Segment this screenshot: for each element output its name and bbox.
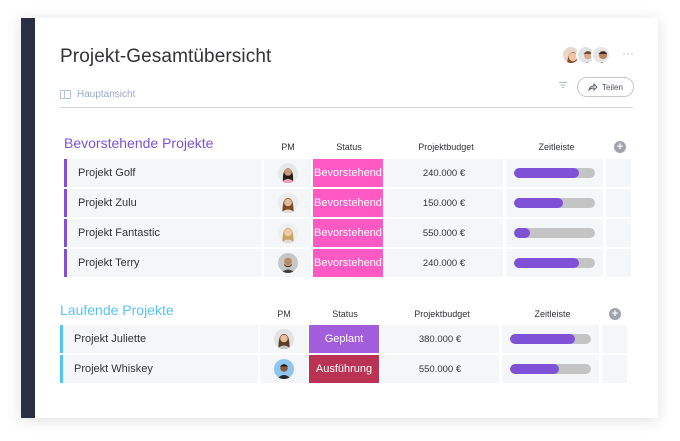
timeline-cell[interactable]: [506, 159, 603, 187]
group-title-running[interactable]: Laufende Projekte: [60, 302, 174, 318]
timeline-fill: [510, 334, 575, 344]
pm-cell[interactable]: [264, 189, 311, 217]
timeline-bar: [514, 168, 595, 178]
col-header-timeline[interactable]: Zeitleiste: [538, 142, 575, 152]
timeline-bar: [514, 228, 595, 238]
add-column-button[interactable]: +: [609, 308, 621, 320]
empty-cell: [606, 219, 631, 247]
col-header-budget[interactable]: Projektbudget: [414, 309, 470, 319]
timeline-fill: [514, 258, 579, 268]
timeline-cell[interactable]: [506, 189, 603, 217]
budget-value[interactable]: 550.000 €: [381, 355, 499, 383]
budget-value[interactable]: 380.000 €: [381, 325, 499, 353]
col-header-timeline[interactable]: Zeitleiste: [534, 309, 571, 319]
share-icon: [588, 83, 598, 91]
row-name[interactable]: Projekt Golf: [64, 159, 262, 187]
member-avatar-3[interactable]: [591, 45, 611, 65]
status-label[interactable]: Bevorstehend: [313, 249, 383, 277]
empty-cell: [602, 355, 627, 383]
row-name[interactable]: Projekt Juliette: [60, 325, 258, 353]
pm-avatar[interactable]: [277, 223, 298, 243]
status-label[interactable]: Bevorstehend: [313, 159, 383, 187]
board-title[interactable]: Projekt-Gesamtübersicht: [60, 46, 272, 67]
filter-icon[interactable]: [559, 82, 567, 88]
budget-value[interactable]: 550.000 €: [385, 219, 503, 247]
col-header-budget[interactable]: Projektbudget: [418, 142, 474, 152]
more-dots-icon[interactable]: ···: [622, 46, 634, 60]
status-label[interactable]: Ausführung: [309, 355, 379, 383]
pm-avatar[interactable]: [277, 253, 298, 273]
row-name[interactable]: Projekt Zulu: [64, 189, 262, 217]
row-name[interactable]: Projekt Fantastic: [64, 219, 262, 247]
budget-value[interactable]: 150.000 €: [385, 189, 503, 217]
row-name[interactable]: Projekt Whiskey: [60, 355, 258, 383]
view-label: Hauptansicht: [77, 89, 136, 100]
timeline-bar: [510, 334, 591, 344]
col-header-pm[interactable]: PM: [277, 309, 291, 319]
empty-cell: [606, 189, 631, 217]
budget-value[interactable]: 240.000 €: [385, 159, 503, 187]
timeline-cell[interactable]: [502, 355, 599, 383]
col-header-pm[interactable]: PM: [281, 142, 295, 152]
member-avatar-2[interactable]: [576, 45, 596, 65]
timeline-fill: [514, 168, 579, 178]
empty-cell: [602, 325, 627, 353]
timeline-cell[interactable]: [506, 249, 603, 277]
status-label[interactable]: Bevorstehend: [313, 219, 383, 247]
pm-avatar[interactable]: [273, 359, 294, 379]
pm-cell[interactable]: [260, 355, 307, 383]
timeline-bar: [514, 258, 595, 268]
col-header-status[interactable]: Status: [332, 309, 358, 319]
pm-avatar[interactable]: [273, 329, 294, 349]
row-name[interactable]: Projekt Terry: [64, 249, 262, 277]
empty-cell: [606, 249, 631, 277]
timeline-bar: [510, 364, 591, 374]
budget-value[interactable]: 240.000 €: [385, 249, 503, 277]
member-avatar-1[interactable]: [561, 45, 581, 65]
timeline-cell[interactable]: [502, 325, 599, 353]
add-column-button[interactable]: +: [614, 141, 626, 153]
pm-avatar[interactable]: [277, 193, 298, 213]
pm-cell[interactable]: [264, 249, 311, 277]
share-button[interactable]: Teilen: [577, 77, 634, 97]
col-header-status[interactable]: Status: [336, 142, 362, 152]
group-title-upcoming[interactable]: Bevorstehende Projekte: [64, 135, 214, 151]
timeline-fill: [510, 364, 559, 374]
table-view-icon: [60, 90, 71, 99]
sidebar-strip: [21, 18, 35, 418]
view-tab[interactable]: Hauptansicht: [60, 89, 135, 100]
timeline-bar: [514, 198, 595, 208]
pm-cell[interactable]: [264, 219, 311, 247]
timeline-fill: [514, 198, 563, 208]
pm-avatar[interactable]: [277, 163, 298, 183]
header-divider: [60, 107, 633, 108]
status-label[interactable]: Geplant: [309, 325, 379, 353]
pm-cell[interactable]: [260, 325, 307, 353]
pm-cell[interactable]: [264, 159, 311, 187]
timeline-fill: [514, 228, 531, 238]
board-members[interactable]: [561, 45, 611, 65]
status-label[interactable]: Bevorstehend: [313, 189, 383, 217]
share-label: Teilen: [602, 82, 623, 92]
timeline-cell[interactable]: [506, 219, 603, 247]
empty-cell: [606, 159, 631, 187]
board-card: Projekt-Gesamtübersicht Hauptansicht ···…: [21, 18, 658, 418]
